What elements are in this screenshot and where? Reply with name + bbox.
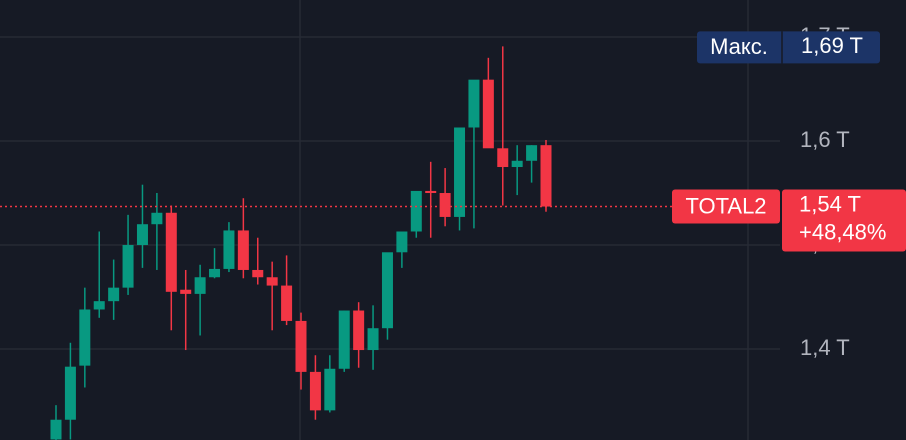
price-name: TOTAL2 [685, 193, 766, 218]
candle-body [165, 212, 177, 292]
candle-body [425, 190, 437, 194]
price-value: 1,54 T [799, 191, 861, 216]
candle-body [482, 79, 494, 149]
candle-body [338, 310, 350, 369]
candle-body [122, 245, 134, 288]
candle-body [439, 193, 451, 217]
y-tick-label: 1,4 T [800, 335, 850, 360]
candle-body [526, 145, 538, 161]
candle-body [237, 230, 249, 270]
candle-body [511, 160, 523, 168]
candle-body [93, 301, 105, 310]
candle-body [381, 252, 393, 329]
max-value: 1,69 T [801, 33, 863, 58]
max-name: Макс. [710, 34, 768, 59]
candle-body [540, 145, 552, 207]
candle-body [396, 231, 408, 253]
candle-body [266, 277, 278, 286]
candle-body [410, 190, 422, 232]
max-box [697, 31, 880, 64]
candle-body [180, 289, 192, 294]
candle-body [223, 230, 235, 269]
candle-body [295, 320, 307, 372]
candle-body [324, 368, 336, 411]
price-value-box [782, 189, 906, 252]
candle-body [353, 310, 365, 351]
candle-body [209, 268, 221, 278]
candle-body [468, 79, 480, 128]
candle-body [454, 127, 466, 217]
candle-body [309, 371, 321, 411]
candle-body [50, 419, 62, 440]
candle-body [367, 328, 379, 351]
candle-body [281, 285, 293, 321]
candle-body [194, 277, 206, 294]
candle-body [252, 269, 264, 278]
y-tick-label: 1,6 T [800, 127, 850, 152]
price-change: +48,48% [799, 219, 886, 244]
candle-body [64, 366, 76, 420]
candle-body [79, 309, 91, 366]
candle-body [108, 287, 120, 302]
price-name-box [672, 189, 780, 224]
candle-body [497, 148, 509, 168]
candle-body [151, 212, 163, 225]
candle-body [136, 224, 148, 246]
